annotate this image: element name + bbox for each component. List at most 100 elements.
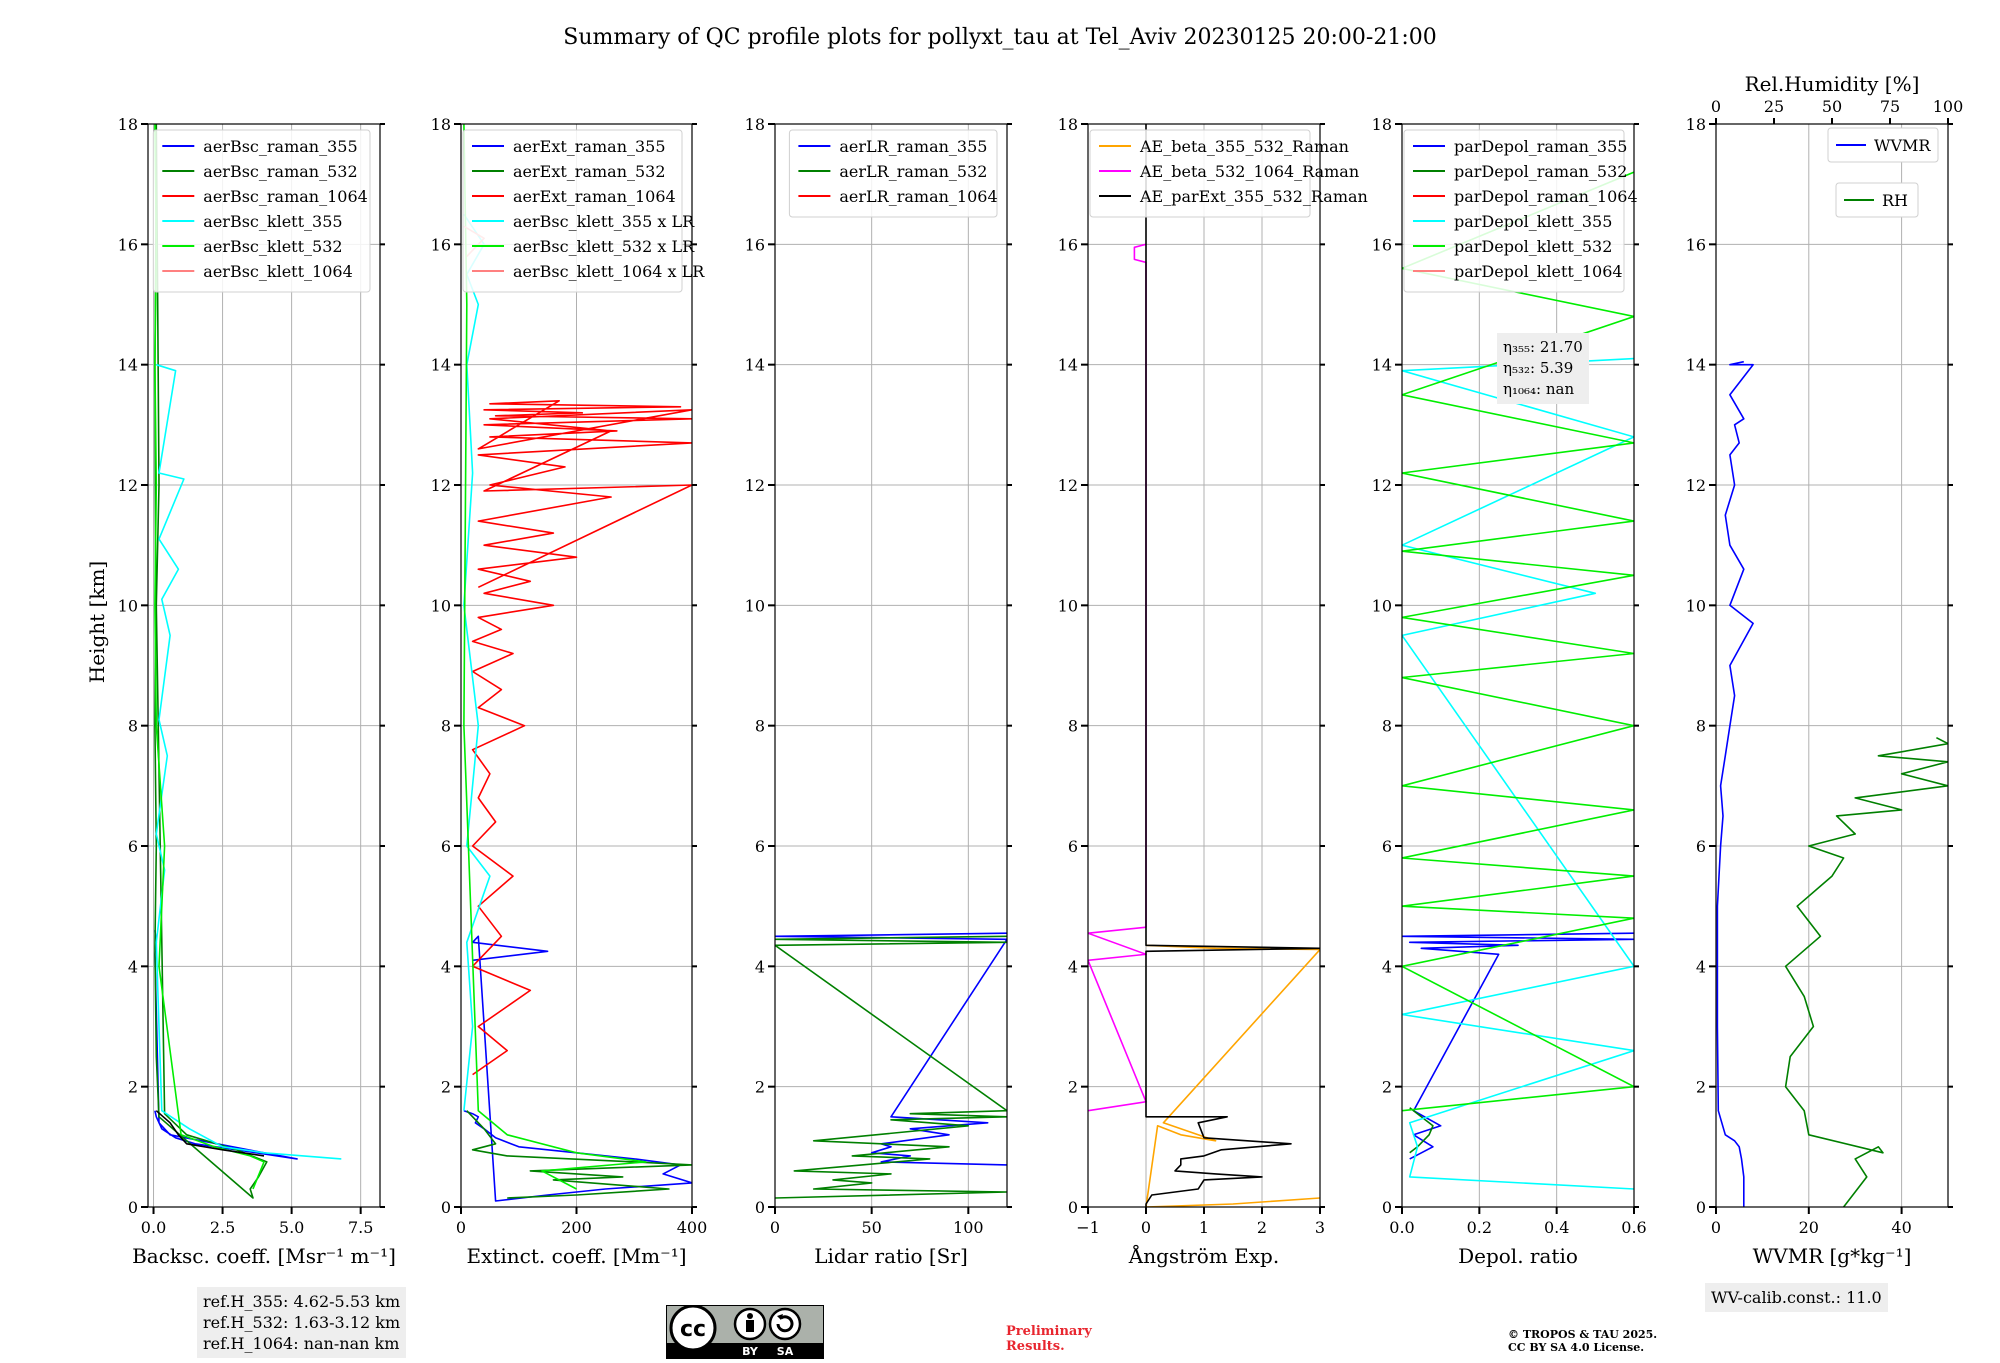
refh-355: ref.H_355: 4.62-5.53 km	[203, 1292, 401, 1311]
legend-label: AE_beta_532_1064_Raman	[1139, 162, 1359, 181]
x-tick-label: −1	[1076, 1218, 1100, 1237]
legend-label: aerBsc_raman_1064	[203, 187, 368, 206]
legend-label: aerBsc_klett_355 x LR	[513, 212, 695, 231]
axes-frame	[774, 123, 1008, 1208]
legend-label: parDepol_raman_532	[1454, 162, 1627, 181]
legend-label: WVMR	[1874, 136, 1931, 155]
legend-box	[462, 129, 683, 293]
y-tick-label: 6	[1068, 837, 1078, 856]
series-line-parDepol_raman_355	[1402, 932, 1634, 1160]
series-line-parDepol_klett_355	[1402, 357, 1634, 1190]
x-tick-label: 50	[861, 1218, 881, 1237]
x-tick-label: 40	[1891, 1218, 1911, 1237]
legend-label: aerBsc_klett_355	[203, 212, 342, 231]
legend-RH: RH	[1835, 182, 1919, 218]
x2-tick-label: 75	[1880, 97, 1900, 116]
y-tick-label: 8	[1696, 717, 1706, 736]
x2-tick-label: 25	[1764, 97, 1784, 116]
series-line-AE_beta_355_532_Raman	[1145, 944, 1320, 1207]
refh-annotation: ref.H_355: 4.62-5.53 km ref.H_532: 1.63-3…	[197, 1287, 407, 1358]
legend-label: aerLR_raman_355	[839, 137, 987, 156]
legend: aerLR_raman_355 aerLR_raman_532 aerLR_rama…	[788, 129, 998, 218]
x-tick-label: 400	[677, 1218, 708, 1237]
legend: aerBsc_raman_355 aerBsc_raman_532 aerBsc_r…	[152, 129, 371, 293]
series-line-aerLR_raman_532	[775, 935, 1007, 1199]
legend-label: aerBsc_raman_355	[203, 137, 357, 156]
series-line-AE_parExt_355_532_Raman	[1145, 124, 1320, 1207]
series-line-aerBsc_klett_355 x LR	[463, 213, 491, 1111]
wv-calib-annotation: WV-calib.const.: 11.0	[1705, 1283, 1888, 1312]
y-tick-label: 0	[1382, 1198, 1392, 1217]
axes-frame	[1715, 123, 1949, 1208]
series-line-aerExt_raman_532	[466, 1110, 692, 1199]
refh-532: ref.H_532: 1.63-3.12 km	[203, 1313, 401, 1332]
y-tick-label: 12	[1686, 476, 1706, 495]
legend-label: aerExt_raman_1064	[513, 187, 676, 206]
y-tick-label: 2	[441, 1078, 451, 1097]
y-tick-label: 14	[118, 356, 138, 375]
x-tick-label: 0.0	[1389, 1218, 1414, 1237]
preliminary-line-2: Results.	[1006, 1339, 1065, 1354]
x-tick-label: 0	[770, 1218, 780, 1237]
series-group	[1716, 360, 1948, 1207]
y-tick-label: 16	[118, 235, 138, 254]
series-line-aerLR_raman_355	[775, 932, 1007, 1166]
y-tick-label: 16	[745, 235, 765, 254]
legend-label: AE_parExt_355_532_Raman	[1139, 187, 1368, 206]
legend-WVMR: WVMR	[1827, 127, 1939, 163]
x-tick-label: 2	[1257, 1218, 1267, 1237]
x-tick-label: 200	[561, 1218, 592, 1237]
x-axis-label: Extinct. coeff. [Mm⁻¹]	[466, 1244, 686, 1268]
y-tick-label: 4	[1382, 957, 1392, 976]
series-line-aerBsc_klett_532	[154, 124, 265, 1190]
y-tick-label: 0	[1068, 1198, 1078, 1217]
y-tick-label: 2	[1382, 1078, 1392, 1097]
legend-label: aerBsc_klett_1064	[203, 262, 352, 281]
y-tick-label: 12	[118, 476, 138, 495]
legend-label: parDepol_klett_355	[1454, 212, 1612, 231]
y-tick-label: 10	[118, 596, 138, 615]
y-tick-label: 6	[128, 837, 138, 856]
x-tick-label: 1	[1199, 1218, 1209, 1237]
y-tick-label: 10	[1372, 596, 1392, 615]
copyright-line-2: CC BY SA 4.0 License.	[1508, 1341, 1645, 1354]
legend-box	[1835, 182, 1919, 218]
x-tick-label: 7.5	[348, 1218, 373, 1237]
cc-logo-text: cc	[680, 1317, 706, 1342]
y-tick-label: 18	[431, 115, 451, 134]
x-axis-label: Backsc. coeff. [Msr⁻¹ m⁻¹]	[132, 1244, 396, 1268]
y-tick-label: 4	[441, 957, 451, 976]
y-tick-label: 2	[128, 1078, 138, 1097]
x-axis-label: Lidar ratio [Sr]	[814, 1244, 968, 1268]
x-axis-label: WVMR [g*kg⁻¹]	[1753, 1244, 1912, 1268]
y-tick-label: 12	[1058, 476, 1078, 495]
y-tick-label: 14	[431, 356, 451, 375]
x-tick-label: 0	[1141, 1218, 1151, 1237]
axes-frame	[1401, 123, 1635, 1208]
x-tick-label: 20	[1799, 1218, 1819, 1237]
y-tick-label: 2	[755, 1078, 765, 1097]
legend-label: aerLR_raman_532	[839, 162, 987, 181]
legend-label: parDepol_raman_355	[1454, 137, 1627, 156]
y-tick-label: 18	[118, 115, 138, 134]
y-tick-label: 18	[745, 115, 765, 134]
x-tick-label: 0.4	[1544, 1218, 1569, 1237]
preliminary-line-1: Preliminary	[1006, 1324, 1092, 1339]
legend: aerExt_raman_355 aerExt_raman_532 aerExt_r…	[462, 129, 705, 293]
y-tick-label: 6	[441, 837, 451, 856]
x-tick-label: 100	[953, 1218, 984, 1237]
legend-label: aerBsc_klett_532 x LR	[513, 237, 695, 256]
series-group	[154, 124, 342, 1199]
panel-dep: 0 2 4 6 8 10 12 14 16 18 0.0 0.2 0.4 0.6 Depol. ratio p…	[1372, 115, 1647, 1268]
y-tick-label: 16	[1372, 235, 1392, 254]
legend-label: parDepol_klett_532	[1454, 237, 1612, 256]
axes-frame	[147, 123, 381, 1208]
series-group	[1402, 171, 1634, 1190]
legend-box	[1827, 127, 1939, 163]
y-tick-label: 2	[1696, 1078, 1706, 1097]
y-tick-label: 8	[1068, 717, 1078, 736]
legend-label: AE_beta_355_532_Raman	[1139, 137, 1349, 156]
legend-label: aerBsc_raman_532	[203, 162, 357, 181]
